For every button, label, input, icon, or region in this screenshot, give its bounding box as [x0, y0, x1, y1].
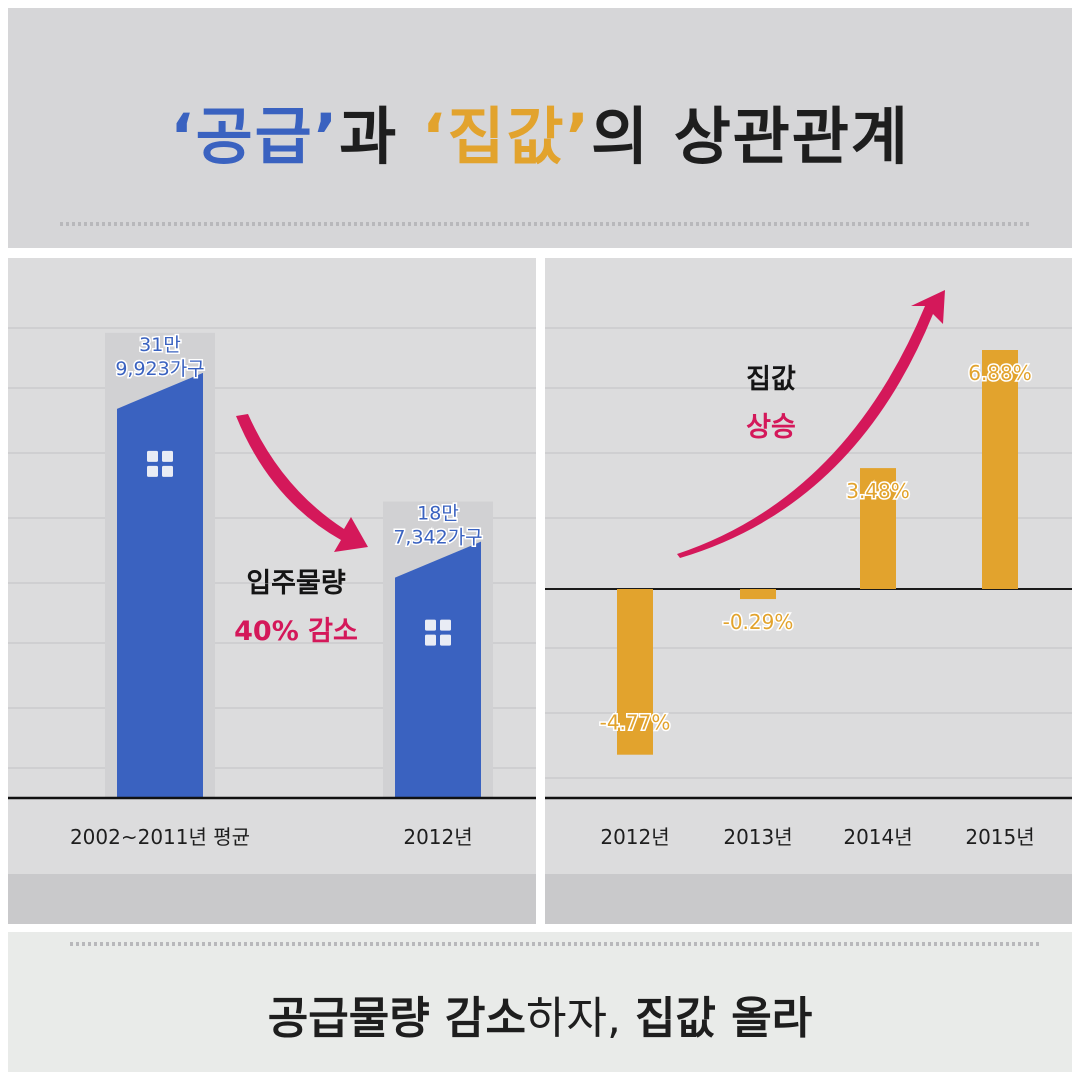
tick-label: 2014년 — [843, 825, 912, 849]
tick-label: 2012년 — [600, 825, 669, 849]
caption: 공급물량 감소하자, 집값 올라 — [8, 982, 1072, 1046]
tick-label: 2012년 — [403, 825, 472, 849]
bar — [982, 350, 1018, 589]
caption-supply-decrease: 공급물량 감소 — [267, 993, 526, 1044]
window-icon — [162, 465, 173, 477]
title-quote-close-1: ’ — [313, 100, 340, 173]
title-correlation: 의 상관관계 — [591, 100, 910, 173]
price-chart-panel: -4.77% 2012년 -0.29% 2013년 3.48% 2014년 6.88% 201… — [545, 258, 1072, 924]
bar — [117, 372, 203, 798]
bar — [740, 589, 776, 600]
annotation-label: 입주물량 — [246, 568, 346, 599]
title-quote-open-2: ‘ — [421, 100, 448, 173]
caption-price-rise: 집값 올라 — [634, 993, 813, 1044]
bar — [395, 541, 481, 798]
window-icon — [147, 465, 158, 477]
window-icon — [440, 634, 451, 646]
bar — [617, 589, 653, 755]
title-conjunction: 과 — [339, 100, 422, 173]
data-label: 18만 — [417, 503, 459, 525]
window-icon — [425, 619, 436, 631]
data-label: -0.29% — [723, 610, 794, 634]
left-panel-footer — [8, 874, 536, 924]
tick-label: 2015년 — [965, 825, 1034, 849]
window-icon — [425, 634, 436, 646]
tick-label: 2013년 — [723, 825, 792, 849]
title-house-price: 집값 — [447, 100, 566, 173]
data-label: 9,923가구 — [115, 358, 204, 380]
caption-panel: 공급물량 감소하자, 집값 올라 — [8, 932, 1072, 1072]
page-title: ‘공급’과 ‘집값’의 상관관계 — [8, 86, 1072, 176]
right-panel-footer — [545, 874, 1072, 924]
data-label: 31만 — [139, 334, 181, 356]
title-quote-close-2: ’ — [565, 100, 592, 173]
supply-chart-panel: 31만 9,923가구 2002~2011년 평균 18만 7,342가구 2012년 입주… — [8, 258, 536, 924]
window-icon — [440, 619, 451, 631]
data-label: 6.88% — [968, 361, 1032, 385]
annotation-value: 상승 — [746, 412, 796, 443]
annotation-value: 40% 감소 — [234, 616, 358, 647]
price-bar-chart: -4.77% 2012년 -0.29% 2013년 3.48% 2014년 6.88% 201… — [545, 290, 1072, 849]
window-icon — [147, 450, 158, 462]
annotation-label: 집값 — [746, 364, 796, 395]
title-quote-open-1: ‘ — [170, 100, 196, 173]
data-label: 7,342가구 — [393, 527, 482, 549]
decrease-arrow — [236, 414, 368, 552]
data-label: 3.48% — [846, 479, 910, 503]
title-divider — [60, 222, 1032, 226]
caption-connector: 하자, — [526, 993, 635, 1044]
bar — [860, 468, 896, 589]
title-panel: ‘공급’과 ‘집값’의 상관관계 — [8, 8, 1072, 248]
window-icon — [162, 450, 173, 462]
tick-label: 2002~2011년 평균 — [70, 825, 250, 849]
title-supply: 공급 — [195, 100, 314, 173]
data-label: -4.77% — [600, 711, 671, 735]
caption-divider — [70, 942, 1042, 946]
